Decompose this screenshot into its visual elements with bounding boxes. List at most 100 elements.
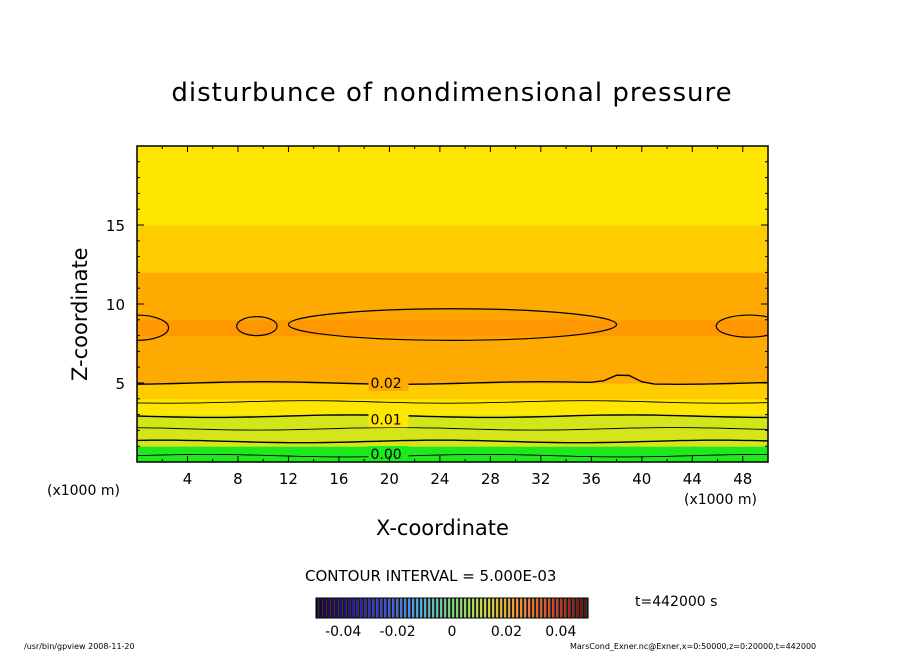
colorbar-stripe bbox=[420, 598, 423, 618]
colorbar-stripe bbox=[388, 598, 391, 618]
colorbar-stripe bbox=[416, 598, 419, 618]
field-band bbox=[137, 446, 768, 455]
colorbar-gap bbox=[378, 598, 380, 618]
colorbar-stripe bbox=[392, 598, 395, 618]
colorbar-gap bbox=[362, 598, 364, 618]
colorbar-stripe bbox=[440, 598, 443, 618]
footer-right: MarsCond_Exner.nc@Exner,x=0:50000,z=0:20… bbox=[570, 642, 817, 651]
colorbar-gap bbox=[450, 598, 452, 618]
colorbar-stripe bbox=[368, 598, 371, 618]
colorbar-gap bbox=[514, 598, 516, 618]
x-tick-label: 28 bbox=[481, 470, 500, 488]
colorbar-gap bbox=[326, 598, 328, 618]
contour-label: 0.02 bbox=[370, 376, 401, 392]
field-band bbox=[137, 272, 768, 289]
colorbar-stripe bbox=[356, 598, 359, 618]
colorbar-stripe bbox=[428, 598, 431, 618]
colorbar-gap bbox=[570, 598, 572, 618]
colorbar-gap bbox=[494, 598, 496, 618]
colorbar-gap bbox=[422, 598, 424, 618]
colorbar-gap bbox=[434, 598, 436, 618]
colorbar-gap bbox=[454, 598, 456, 618]
colorbar-gap bbox=[322, 598, 324, 618]
colorbar-gap bbox=[442, 598, 444, 618]
field-band bbox=[137, 351, 768, 368]
colorbar-gap bbox=[438, 598, 440, 618]
colorbar-gap bbox=[466, 598, 468, 618]
colorbar-frame bbox=[315, 597, 589, 619]
x-tick-label: 24 bbox=[430, 470, 449, 488]
colorbar-stripe bbox=[448, 598, 451, 618]
colorbar-stripe bbox=[488, 598, 491, 618]
colorbar-stripe bbox=[444, 598, 447, 618]
colorbar-stripe bbox=[460, 598, 463, 618]
time-label: t=442000 s bbox=[635, 594, 718, 610]
y-tick-label: 5 bbox=[115, 375, 125, 393]
contour-interval-label: CONTOUR INTERVAL = 5.000E-03 bbox=[305, 567, 557, 585]
colorbar-gap bbox=[554, 598, 556, 618]
colorbar-stripe bbox=[576, 598, 579, 618]
y-tick-label: 10 bbox=[106, 296, 125, 314]
colorbar-gap bbox=[338, 598, 340, 618]
colorbar-stripe bbox=[480, 598, 483, 618]
colorbar-gap bbox=[586, 598, 588, 618]
colorbar-gap bbox=[398, 598, 400, 618]
field-band bbox=[137, 161, 768, 179]
field-band bbox=[137, 240, 768, 258]
field-band bbox=[137, 256, 768, 273]
colorbar-gap bbox=[418, 598, 420, 618]
footer-left: /usr/bin/gpview 2008-11-20 bbox=[24, 642, 135, 651]
colorbar-tick-label: -0.04 bbox=[325, 624, 361, 640]
colorbar-stripe bbox=[376, 598, 379, 618]
colorbar-stripe bbox=[584, 598, 587, 618]
colorbar-gap bbox=[406, 598, 408, 618]
colorbar-stripe bbox=[568, 598, 571, 618]
contour-label-bg bbox=[368, 446, 409, 462]
colorbar-gap bbox=[538, 598, 540, 618]
field-band bbox=[137, 304, 768, 321]
colorbar-stripe bbox=[328, 598, 331, 618]
colorbar-stripe bbox=[524, 598, 527, 618]
colorbar-tick-label: 0 bbox=[448, 624, 457, 640]
colorbar-gap bbox=[574, 598, 576, 618]
colorbar-gap bbox=[562, 598, 564, 618]
colorbar-stripe bbox=[344, 598, 347, 618]
colorbar-stripe bbox=[432, 598, 435, 618]
colorbar-stripe bbox=[320, 598, 323, 618]
colorbar-gap bbox=[318, 598, 320, 618]
colorbar-stripe bbox=[544, 598, 547, 618]
colorbar-gap bbox=[382, 598, 384, 618]
colorbar-gap bbox=[578, 598, 580, 618]
colorbar: -0.04 -0.02 0 0.02 0.04 bbox=[315, 597, 589, 640]
colorbar-gap bbox=[354, 598, 356, 618]
colorbar-gap bbox=[458, 598, 460, 618]
colorbar-stripe bbox=[340, 598, 343, 618]
colorbar-gap bbox=[386, 598, 388, 618]
x-tick-label: 20 bbox=[380, 470, 399, 488]
contour-closed bbox=[236, 316, 278, 337]
colorbar-stripe bbox=[424, 598, 427, 618]
x-tick-label: 8 bbox=[233, 470, 243, 488]
colorbar-stripe bbox=[552, 598, 555, 618]
chart-title: disturbunce of nondimensional pressure bbox=[171, 78, 733, 108]
field-band bbox=[137, 383, 768, 400]
colorbar-stripe bbox=[352, 598, 355, 618]
colorbar-gap bbox=[330, 598, 332, 618]
contour-layer: 0.02 0.01 0.00 bbox=[137, 308, 768, 463]
colorbar-gap bbox=[374, 598, 376, 618]
colorbar-stripe bbox=[404, 598, 407, 618]
colorbar-stripe bbox=[564, 598, 567, 618]
contour-line bbox=[137, 400, 768, 404]
colorbar-gap bbox=[498, 598, 500, 618]
colorbar-gap bbox=[366, 598, 368, 618]
colorbar-gap bbox=[486, 598, 488, 618]
colorbar-gap bbox=[526, 598, 528, 618]
colorbar-stripe bbox=[384, 598, 387, 618]
colorbar-stripe bbox=[496, 598, 499, 618]
colorbar-gap bbox=[550, 598, 552, 618]
field-band bbox=[137, 398, 768, 416]
colorbar-stripe bbox=[508, 598, 511, 618]
contour-label: 0.00 bbox=[370, 447, 401, 463]
colorbar-gap bbox=[402, 598, 404, 618]
